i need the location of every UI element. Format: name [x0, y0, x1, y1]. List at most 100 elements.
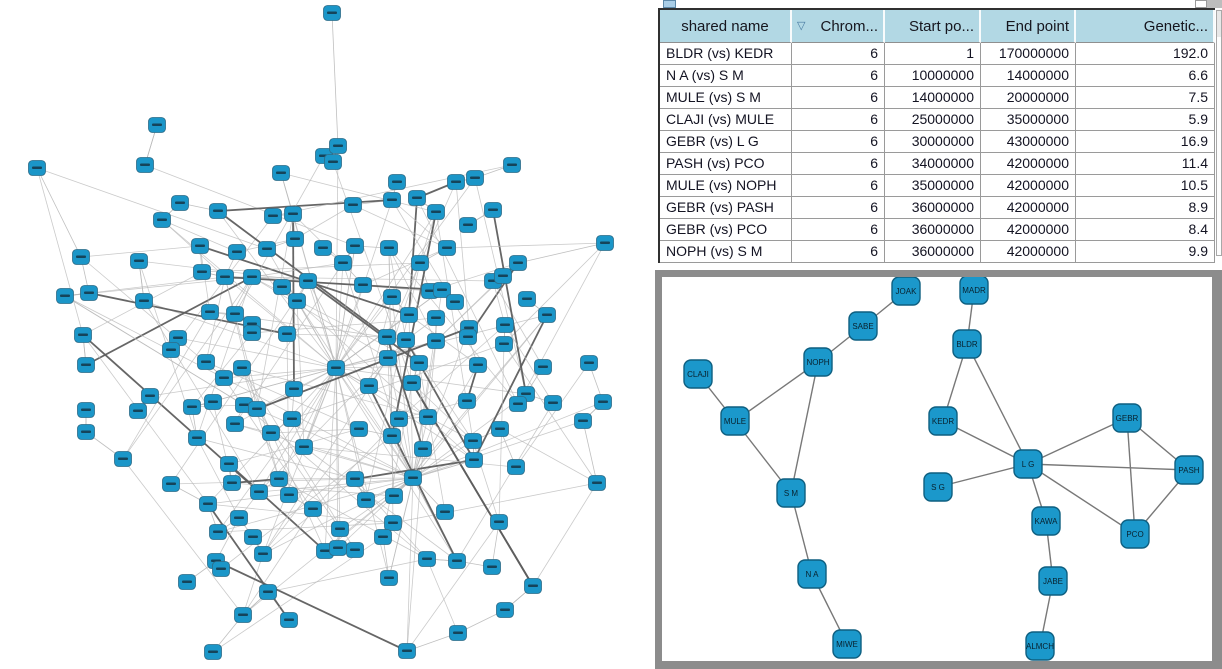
network-edge[interactable]: [503, 242, 606, 345]
network-node[interactable]: [491, 421, 509, 437]
network-edge[interactable]: [217, 199, 393, 212]
network-edge[interactable]: [85, 276, 253, 366]
network-edge[interactable]: [406, 477, 414, 652]
network-node[interactable]: [509, 396, 527, 412]
network-node[interactable]: [273, 279, 291, 295]
network-node[interactable]: [314, 240, 332, 256]
network-edge[interactable]: [456, 402, 554, 562]
network-node[interactable]: [398, 643, 416, 659]
table-cell[interactable]: NOPH (vs) S M: [660, 241, 792, 263]
table-row[interactable]: GEBR (vs) PCO 6 36000000 42000000 8.4: [660, 219, 1215, 241]
network-node[interactable]: [243, 325, 261, 341]
network-edge[interactable]: [303, 446, 458, 562]
network-node[interactable]: [383, 428, 401, 444]
network-edge[interactable]: [365, 262, 421, 501]
network-edge[interactable]: [398, 324, 506, 420]
network-node[interactable]: [524, 578, 542, 594]
network-edge[interactable]: [294, 204, 354, 240]
table-cell[interactable]: 42000000: [981, 219, 1076, 241]
table-row[interactable]: NOPH (vs) S M 6 36000000 42000000 9.9: [660, 241, 1215, 263]
network-edge[interactable]: [256, 408, 414, 479]
network-node[interactable]: [404, 470, 422, 486]
network-node[interactable]: [201, 304, 219, 320]
network-node[interactable]: [295, 439, 313, 455]
table-row[interactable]: GEBR (vs) L G 6 30000000 43000000 16.9: [660, 131, 1215, 153]
network-node[interactable]: [226, 306, 244, 322]
subnetwork-node-bldr[interactable]: BLDR: [952, 329, 982, 359]
subnetwork-node-gebr[interactable]: GEBR: [1112, 403, 1142, 433]
network-node[interactable]: [411, 255, 429, 271]
subnetwork-edge[interactable]: [937, 463, 1029, 488]
network-edge[interactable]: [335, 364, 479, 369]
network-edge[interactable]: [267, 558, 428, 593]
full-network-canvas[interactable]: [0, 0, 650, 669]
network-node[interactable]: [56, 288, 74, 304]
table-cell[interactable]: GEBR (vs) PASH: [660, 197, 792, 219]
table-cell[interactable]: 6: [792, 131, 885, 153]
subnetwork-node-mule[interactable]: MULE: [720, 406, 750, 436]
network-node[interactable]: [254, 546, 272, 562]
network-node[interactable]: [284, 206, 302, 222]
table-cell[interactable]: 6: [792, 65, 885, 87]
network-edge[interactable]: [196, 437, 356, 480]
table-cell[interactable]: 42000000: [981, 175, 1076, 197]
network-node[interactable]: [344, 197, 362, 213]
network-node[interactable]: [350, 421, 368, 437]
network-edge[interactable]: [307, 280, 414, 479]
network-node[interactable]: [209, 524, 227, 540]
network-edge[interactable]: [296, 300, 305, 448]
table-cell[interactable]: MULE (vs) NOPH: [660, 175, 792, 197]
network-edge[interactable]: [335, 177, 476, 369]
network-node[interactable]: [178, 574, 196, 590]
table-cell[interactable]: PASH (vs) PCO: [660, 153, 792, 175]
network-node[interactable]: [324, 154, 342, 170]
network-edge[interactable]: [426, 558, 459, 634]
network-node[interactable]: [449, 625, 467, 641]
network-node[interactable]: [438, 240, 456, 256]
network-node[interactable]: [258, 241, 276, 257]
network-node[interactable]: [469, 357, 487, 373]
table-cell[interactable]: 36000000: [885, 197, 981, 219]
network-node[interactable]: [427, 333, 445, 349]
network-edge[interactable]: [82, 334, 209, 505]
table-cell[interactable]: 9.9: [1076, 241, 1215, 263]
subnetwork-node-kedr[interactable]: KEDR: [928, 406, 958, 436]
network-node[interactable]: [129, 403, 147, 419]
network-edge[interactable]: [412, 314, 548, 479]
network-node[interactable]: [408, 190, 426, 206]
network-edge[interactable]: [492, 209, 527, 395]
network-node[interactable]: [496, 317, 514, 333]
network-node[interactable]: [346, 238, 364, 254]
network-node[interactable]: [379, 350, 397, 366]
network-edge[interactable]: [196, 276, 253, 439]
network-edge[interactable]: [388, 247, 437, 342]
network-edge[interactable]: [504, 324, 554, 404]
network-node[interactable]: [378, 329, 396, 345]
network-edge[interactable]: [36, 167, 268, 250]
table-cell[interactable]: CLAJI (vs) MULE: [660, 109, 792, 131]
network-node[interactable]: [346, 542, 364, 558]
table-cell[interactable]: 6: [792, 197, 885, 219]
network-node[interactable]: [397, 332, 415, 348]
subnetwork-edge[interactable]: [1027, 463, 1190, 471]
table-cell[interactable]: 6: [792, 87, 885, 109]
network-edge[interactable]: [296, 300, 414, 479]
network-edge[interactable]: [388, 247, 519, 405]
network-node[interactable]: [466, 170, 484, 186]
table-cell[interactable]: 6: [792, 175, 885, 197]
network-edge[interactable]: [291, 343, 505, 420]
network-edge[interactable]: [532, 482, 598, 587]
network-node[interactable]: [216, 269, 234, 285]
network-edge[interactable]: [342, 262, 414, 479]
network-node[interactable]: [331, 521, 349, 537]
table-cell[interactable]: 35000000: [885, 175, 981, 197]
filter-icon[interactable]: ▽: [797, 19, 806, 32]
table-cell[interactable]: 5.9: [1076, 109, 1215, 131]
subnetwork-node-miwe[interactable]: MIWE: [832, 629, 862, 659]
network-node[interactable]: [380, 570, 398, 586]
table-cell[interactable]: 20000000: [981, 87, 1076, 109]
network-edge[interactable]: [418, 362, 446, 513]
network-node[interactable]: [223, 475, 241, 491]
network-edge[interactable]: [354, 459, 475, 480]
network-node[interactable]: [446, 294, 464, 310]
